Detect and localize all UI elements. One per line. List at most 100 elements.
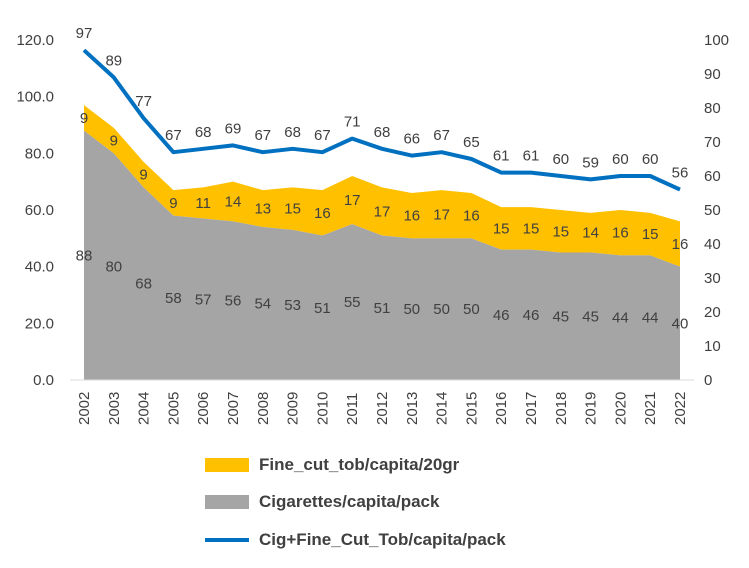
total-data-label: 61 [523,148,540,165]
fine-cut-data-label: 15 [552,223,569,240]
x-axis-tick: 2012 [374,392,391,425]
cigarettes-data-label: 80 [105,259,122,276]
total-data-label: 61 [493,148,510,165]
left-axis-tick: 80.0 [25,145,54,162]
total-data-label: 59 [582,154,599,171]
right-axis-tick: 90 [704,66,721,83]
cigarettes-data-label: 57 [195,291,212,308]
left-axis-tick: 40.0 [25,259,54,276]
total-data-label: 66 [403,131,420,148]
right-axis-tick: 80 [704,100,721,117]
chart: 0.0 20.0 40.0 60.0 80.0 100.0 120.0 0 10 20 30 40 50… [16,25,729,425]
legend-label: Fine_cut_tob/capita/20gr [259,455,460,474]
cigarettes-data-label: 51 [314,300,331,317]
cigarettes-data-label: 50 [463,301,480,318]
cigarettes-data-label: 68 [135,276,152,293]
x-axis-tick: 2016 [493,392,510,425]
fine-cut-data-label: 15 [642,226,659,243]
fine-cut-data-label: 11 [195,195,211,212]
cigarettes-area [84,130,680,380]
total-data-label: 77 [135,93,152,110]
right-axis-tick: 60 [704,168,721,185]
total-data-label: 60 [552,151,569,168]
cigarettes-data-label: 50 [403,301,420,318]
total-data-label: 67 [433,127,450,144]
total-data-label: 89 [105,52,122,69]
legend-item-total: Cig+Fine_Cut_Tob/capita/pack [205,530,506,550]
x-axis-tick: 2002 [76,392,93,425]
x-axis-tick: 2006 [195,392,212,425]
total-data-label: 69 [225,120,242,137]
fine-cut-data-label: 16 [463,208,480,225]
total-data-label: 60 [612,151,629,168]
total-data-label: 71 [344,114,361,131]
legend-item-cigarettes: Cigarettes/capita/pack [205,492,439,512]
fine-cut-data-label: 15 [523,220,540,237]
fine-cut-data-label: 16 [672,236,689,253]
right-axis-tick: 100 [704,32,729,49]
fine-cut-data-label: 14 [225,194,242,211]
fine-cut-data-label: 15 [284,201,301,218]
left-axis-tick: 100.0 [16,89,54,106]
right-axis-tick: 50 [704,202,721,219]
legend-item-fine-cut: Fine_cut_tob/capita/20gr [205,455,459,475]
fine-cut-data-label: 15 [493,220,510,237]
total-line [82,48,681,192]
x-axis-tick: 2008 [255,392,272,425]
x-axis-tick: 2003 [106,392,123,425]
legend-label: Cigarettes/capita/pack [259,492,440,511]
cigarettes-data-label: 88 [76,247,93,264]
cigarettes-data-label: 44 [642,310,659,327]
cigarettes-data-label: 45 [582,308,599,325]
right-axis-tick: 40 [704,236,721,253]
x-axis-tick: 2009 [285,392,302,425]
cigarettes-data-label: 44 [612,310,629,327]
total-data-label: 65 [463,134,480,151]
fine-cut-data-label: 9 [169,195,177,212]
total-data-label: 56 [672,165,689,182]
legend-swatch-fine-cut [205,458,249,472]
total-data-label: 68 [195,124,212,141]
x-axis-tick: 2018 [553,392,570,425]
right-axis-tick: 0 [704,372,712,389]
right-axis-tick: 30 [704,270,721,287]
left-axis-tick: 120.0 [16,32,54,49]
x-axis-tick: 2021 [642,392,659,425]
left-axis-tick: 60.0 [25,202,54,219]
fine-cut-data-label: 17 [433,206,450,223]
fine-cut-area [84,105,680,267]
right-axis-tick: 20 [704,304,721,321]
cigarettes-data-label: 50 [433,301,450,318]
fine-cut-data-label: 9 [110,133,118,150]
cigarettes-data-label: 55 [344,294,361,311]
x-axis-tick: 2014 [434,392,451,425]
x-axis-tick: 2020 [612,392,629,425]
cigarettes-data-label: 46 [493,307,510,324]
total-data-label: 68 [284,124,301,141]
x-axis-tick: 2015 [463,392,480,425]
cigarettes-data-label: 58 [165,290,182,307]
x-axis-tick: 2010 [314,392,331,425]
x-axis-tick: 2004 [136,392,153,425]
x-axis-tick: 2017 [523,392,540,425]
legend-label: Cig+Fine_Cut_Tob/capita/pack [259,530,506,549]
fine-cut-data-label: 17 [344,192,361,209]
fine-cut-data-label: 17 [374,203,391,220]
x-axis-tick: 2011 [344,393,361,425]
total-data-label: 67 [165,127,182,144]
cigarettes-data-label: 54 [254,296,271,313]
left-axis-tick: 20.0 [25,315,54,332]
cigarettes-data-label: 45 [552,308,569,325]
cigarettes-data-label: 51 [374,300,391,317]
x-axis-tick: 2007 [225,392,242,425]
x-axis-tick: 2019 [583,392,600,425]
legend-swatch-total [205,538,249,542]
fine-cut-data-label: 9 [80,110,88,127]
cigarettes-data-label: 56 [225,293,242,310]
fine-cut-data-label: 16 [314,205,331,222]
x-axis-tick: 2013 [404,392,421,425]
fine-cut-data-label: 9 [139,167,147,184]
x-axis-tick: 2022 [672,392,689,425]
cigarettes-data-label: 40 [672,315,689,332]
right-axis-tick: 10 [704,338,721,355]
